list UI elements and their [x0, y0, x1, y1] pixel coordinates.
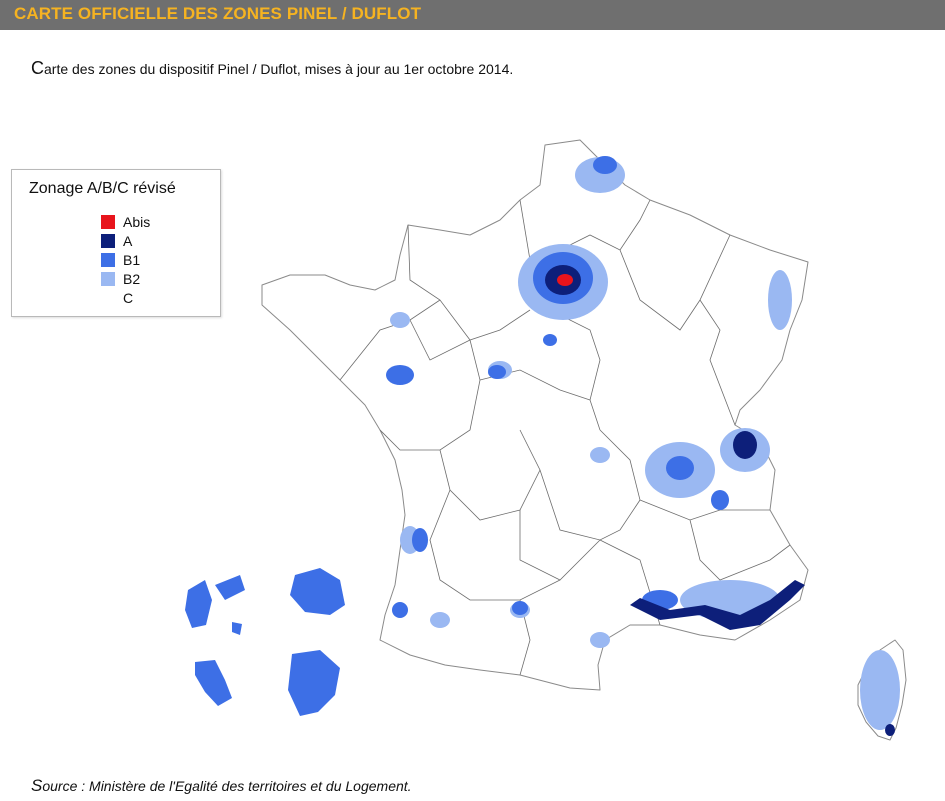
source-note: Source : Ministère de l'Egalité des terr… [31, 776, 412, 795]
legend-swatch-a [101, 234, 115, 248]
guyane [288, 650, 340, 716]
france-zoning-map [185, 139, 907, 741]
page-title: CARTE OFFICIELLE DES ZONES PINEL / DUFLO… [14, 4, 422, 23]
legend-label-c: C [123, 290, 134, 306]
legend-label-a: A [123, 233, 133, 249]
legend-swatch-b1 [101, 253, 115, 267]
intro-text: Carte des zones du dispositif Pinel / Du… [31, 58, 514, 78]
legend-label-b2: B2 [123, 271, 141, 287]
legend-swatch-c [101, 291, 115, 305]
martinique [195, 660, 232, 706]
overseas-territories [185, 568, 345, 716]
map-legend: Zonage A/B/C révisé Abis A B1 B2 C [11, 169, 221, 317]
guadeloupe [185, 575, 245, 635]
zone-abis-paris [557, 274, 573, 286]
legend-swatch-b2 [101, 272, 115, 286]
header-bar: CARTE OFFICIELLE DES ZONES PINEL / DUFLO… [0, 0, 945, 30]
legend-swatch-abis [101, 215, 115, 229]
legend-label-abis: Abis [123, 214, 151, 230]
legend-title: Zonage A/B/C révisé [29, 180, 176, 197]
reunion [290, 568, 345, 615]
legend-label-b1: B1 [123, 252, 141, 268]
